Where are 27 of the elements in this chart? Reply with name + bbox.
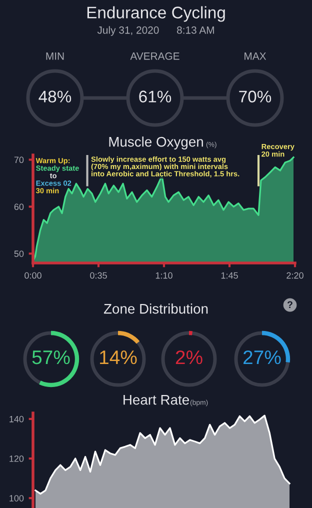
- category-label: MAX: [244, 52, 266, 60]
- x-tick-label: 0:35: [90, 272, 107, 279]
- data-label: 70%: [239, 90, 272, 102]
- y-tick-label: 60: [14, 204, 24, 210]
- text: July 31, 2020 8:13 AM: [97, 26, 214, 36]
- x-tick-label: 2:20: [286, 272, 304, 279]
- chart-title: Heart Rate: [124, 395, 189, 405]
- y-tick-label: 140: [10, 416, 24, 422]
- x-tick-label: 1:45: [221, 272, 238, 279]
- data-label: 14%: [100, 350, 137, 364]
- y-tick-label: 120: [10, 455, 24, 462]
- data-label: 61%: [139, 90, 172, 102]
- y-tick-label: 70: [14, 156, 24, 164]
- data-label: 48%: [38, 90, 72, 102]
- x-tick-label: 0:00: [24, 272, 42, 279]
- data-label: 57%: [32, 350, 70, 364]
- data-label: 2%: [176, 350, 202, 364]
- text: Zone Distribution: [104, 304, 208, 314]
- y-tick-label: 100: [10, 495, 24, 502]
- y-tick-label: 50: [14, 250, 24, 257]
- chart-title: Muscle Oxygen: [109, 136, 203, 150]
- category-label: MIN: [46, 52, 64, 60]
- text: ?: [287, 301, 292, 308]
- category-label: AVERAGE: [130, 52, 180, 60]
- data-label: 27%: [244, 350, 281, 364]
- text: Endurance Cycling: [87, 6, 225, 22]
- x-tick-label: 1:10: [156, 272, 172, 279]
